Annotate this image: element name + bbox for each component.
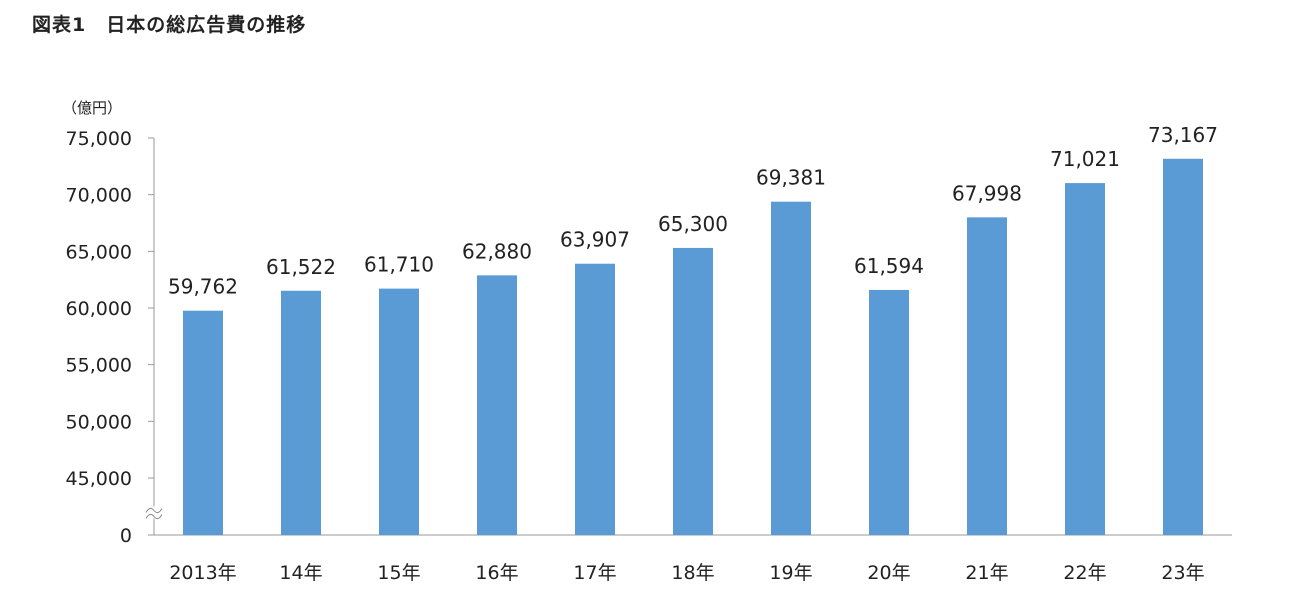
bar-series	[183, 158, 1203, 536]
bar	[281, 290, 321, 535]
data-label: 62,880	[462, 239, 532, 263]
data-label: 65,300	[658, 212, 728, 236]
figure-title: 図表1 日本の総広告費の推移	[32, 14, 307, 36]
data-labels: 59,762 61,522 61,710 62,880 63,907 65,300 69,3…	[168, 123, 1218, 299]
x-tick-label: 21年	[965, 562, 1008, 584]
bar	[869, 289, 909, 535]
data-label: 59,762	[168, 275, 238, 299]
x-tick-label: 2013年	[169, 562, 236, 584]
y-tick-label: 65,000	[66, 241, 132, 263]
axis-break-mark-upper	[145, 507, 163, 514]
x-tick-label: 18年	[671, 562, 714, 584]
y-tick-label: 55,000	[66, 355, 132, 377]
y-tick-label: 45,000	[66, 468, 132, 490]
x-tick-label: 20年	[867, 562, 910, 584]
x-axis-ticks: 2013年 14年 15年 16年 17年 18年 19年 20年 21年 22年 23年	[169, 562, 1204, 584]
x-tick-label: 16年	[475, 562, 518, 584]
x-tick-label: 22年	[1063, 562, 1106, 584]
x-tick-label: 17年	[573, 562, 616, 584]
bar	[183, 310, 223, 535]
data-label: 71,021	[1050, 147, 1120, 171]
y-tick-label: 60,000	[66, 298, 132, 320]
x-tick-label: 23年	[1161, 562, 1204, 584]
data-label: 67,998	[952, 181, 1022, 205]
data-label: 61,710	[364, 253, 434, 277]
bar	[1163, 158, 1203, 536]
x-tick-label: 14年	[279, 562, 322, 584]
y-tick-label: 50,000	[66, 411, 132, 433]
bar	[379, 288, 419, 535]
x-tick-label: 19年	[769, 562, 812, 584]
axis-break-mark-lower	[145, 513, 163, 520]
data-label: 61,522	[266, 255, 336, 279]
y-tick-label: 75,000	[66, 128, 132, 150]
y-tick-label: 70,000	[66, 185, 132, 207]
bar	[771, 201, 811, 535]
data-label: 61,594	[854, 254, 924, 278]
y-axis-ticks: 0 45,000 50,000 55,000 60,000 65,000 70,000 75,…	[66, 128, 154, 547]
data-label: 69,381	[756, 166, 826, 190]
y-axis-unit-label: （億円）	[62, 99, 122, 117]
bar	[1065, 183, 1105, 535]
data-label: 63,907	[560, 228, 630, 252]
x-tick-label: 15年	[377, 562, 420, 584]
bar	[673, 247, 713, 535]
bar	[967, 217, 1007, 535]
bar	[477, 275, 517, 535]
axis-break-gap	[145, 506, 163, 519]
bar	[575, 263, 615, 535]
data-label: 73,167	[1148, 123, 1218, 147]
y-tick-label: 0	[120, 525, 132, 547]
